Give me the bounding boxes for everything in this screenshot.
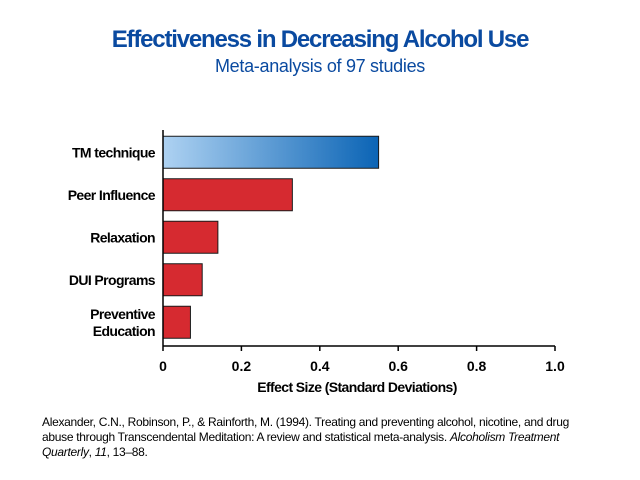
category-label: DUI Programs bbox=[69, 272, 156, 288]
bar-tm-technique bbox=[162, 135, 380, 169]
category-label: Preventive Education bbox=[90, 306, 156, 339]
x-tick-label: 0.2 bbox=[232, 358, 252, 374]
category-label: Peer Influence bbox=[68, 187, 156, 203]
chart-title: Effectiveness in Decreasing Alcohol Use bbox=[111, 26, 530, 53]
category-label: TM technique bbox=[72, 144, 156, 160]
x-tick-label: 0.4 bbox=[310, 358, 330, 374]
bar-chart: TM technique Peer Influence Relaxation DUI … bbox=[68, 130, 565, 395]
x-tick-label: 0 bbox=[159, 358, 167, 374]
x-tick-label: 0.8 bbox=[467, 358, 487, 374]
citation-separator: , bbox=[88, 445, 95, 459]
citation-volume: 11 bbox=[94, 445, 107, 459]
citation-text: Alexander, C.N., Robinson, P., & Rainfor… bbox=[42, 415, 569, 444]
citation-pages: , 13–88. bbox=[106, 445, 148, 459]
bar-relaxation bbox=[162, 220, 219, 254]
citation-journal: Alcoholism Treatment Quarterly bbox=[42, 430, 560, 459]
x-tick-label: 1.0 bbox=[545, 358, 565, 374]
chart-subtitle: Meta-analysis of 97 studies bbox=[214, 56, 425, 76]
category-label: Relaxation bbox=[90, 229, 155, 245]
bar-preventive-education bbox=[162, 305, 191, 339]
bar-dui-programs bbox=[162, 263, 203, 297]
x-axis-label: Effect Size (Standard Deviations) bbox=[257, 379, 457, 395]
x-tick-label: 0.6 bbox=[388, 358, 408, 374]
citation: Alexander, C.N., Robinson, P., & Rainfor… bbox=[42, 415, 582, 460]
bar-peer-influence bbox=[162, 178, 293, 212]
